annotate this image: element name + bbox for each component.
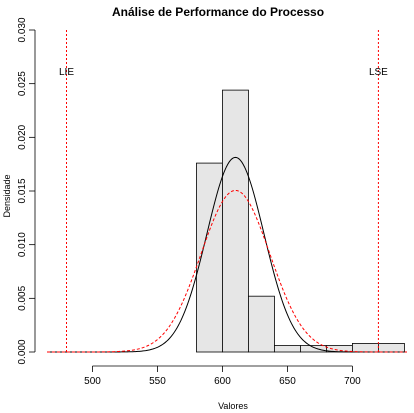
y-tick-label-3: 0.015 (17, 178, 28, 203)
spec-limit-label-0: LIE (59, 67, 74, 78)
y-tick-label-2: 0.010 (17, 232, 28, 257)
density-curve-1 (47, 189, 407, 353)
y-tick-label-5: 0.025 (17, 71, 28, 96)
plot-area: LIE LSE 500 550 600 650 700 0.000 0.005 0.010 0.01… (17, 17, 407, 387)
x-tick-label-2: 600 (214, 376, 231, 387)
histogram-bar-3 (274, 345, 301, 353)
histogram-bar-4 (300, 345, 327, 353)
x-tick-label-3: 650 (279, 376, 296, 387)
x-axis-label: Valores (218, 401, 248, 411)
y-axis-label: Densidade (2, 174, 12, 217)
density-curve-0 (47, 156, 407, 353)
y-tick-label-1: 0.005 (17, 285, 28, 310)
x-tick-label-0: 500 (84, 376, 101, 387)
y-tick-label-6: 0.030 (17, 17, 28, 42)
histogram-bar-1 (222, 89, 249, 353)
x-tick-label-1: 550 (149, 376, 166, 387)
chart-title: Análise de Performance do Processo (112, 5, 324, 19)
y-tick-label-0: 0.000 (17, 339, 28, 364)
spec-limit-label-1: LSE (369, 67, 388, 78)
x-tick-label-4: 700 (344, 376, 361, 387)
histogram-bar-0 (196, 162, 223, 353)
histogram-bar-7 (378, 343, 405, 353)
histogram-bar-6 (352, 343, 379, 353)
histogram-bar-2 (248, 295, 275, 353)
y-tick-label-4: 0.020 (17, 124, 28, 149)
